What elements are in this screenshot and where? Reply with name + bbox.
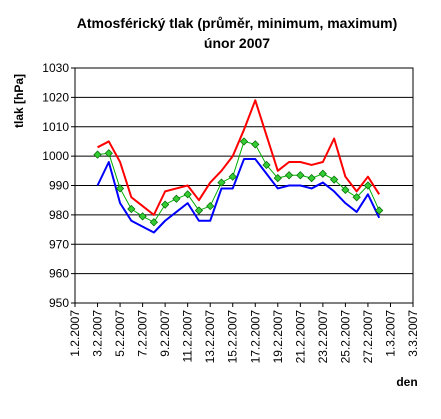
x-tick-label: 19.2.2007 <box>271 310 285 364</box>
y-tick-label: 1030 <box>42 61 69 75</box>
avg-point <box>161 200 170 209</box>
y-tick-label: 970 <box>49 237 69 251</box>
avg-point <box>239 137 249 146</box>
y-tick-label: 960 <box>49 267 69 281</box>
x-tick-label: 5.2.2007 <box>113 310 127 357</box>
series-line-max <box>97 99 381 216</box>
x-tick-label: 1.2.2007 <box>68 310 82 357</box>
avg-point <box>341 185 350 195</box>
x-tick-label: 17.2.2007 <box>248 310 262 364</box>
gridlines <box>75 96 413 275</box>
avg-point <box>363 181 373 190</box>
avg-point <box>194 206 204 215</box>
avg-point <box>375 206 384 215</box>
x-tick-label: 3.2.2007 <box>91 310 105 357</box>
x-tick-label: 23.2.2007 <box>316 310 330 364</box>
chart-title: Atmosférický tlak (průměr, minimum, maxi… <box>77 15 398 31</box>
avg-point <box>262 160 271 170</box>
avg-point <box>183 190 192 199</box>
x-tick-label: 7.2.2007 <box>136 310 150 357</box>
avg-point <box>206 201 215 211</box>
x-tick-label: 27.2.2007 <box>361 310 375 364</box>
avg-point <box>149 218 158 227</box>
avg-point <box>330 175 339 184</box>
avg-point <box>296 171 305 180</box>
x-tick-label: 9.2.2007 <box>158 310 172 357</box>
y-tick-label: 1000 <box>42 149 69 163</box>
x-axis: 1.2.2007 3.2.2007 5.2.2007 7.2.2007 9.2.2007… <box>68 303 420 363</box>
avg-point <box>284 171 294 180</box>
avg-point <box>127 204 136 214</box>
avg-point <box>273 174 282 183</box>
avg-point <box>352 193 361 202</box>
y-tick-label: 980 <box>49 208 69 222</box>
x-axis-title: den <box>396 375 417 389</box>
chart-subtitle: únor 2007 <box>204 35 270 51</box>
x-tick-label: 25.2.2007 <box>338 310 352 364</box>
avg-point <box>115 184 125 193</box>
avg-point <box>93 150 102 159</box>
avg-point <box>217 178 226 187</box>
y-tick-label: 1010 <box>42 120 69 134</box>
x-tick-label: 15.2.2007 <box>226 310 240 364</box>
y-tick-label: 1020 <box>42 90 69 104</box>
series-line-min <box>96 158 381 234</box>
avg-point <box>307 174 316 183</box>
x-tick-label: 3.3.2007 <box>406 310 420 357</box>
avg-point <box>251 140 260 149</box>
series-line-avg <box>97 140 380 223</box>
x-tick-label: 11.2.2007 <box>181 310 195 363</box>
avg-point <box>172 194 181 203</box>
y-tick-label: 990 <box>49 179 69 193</box>
y-axis-title: tlak [hPa] <box>12 74 26 128</box>
x-tick-label: 1.3.2007 <box>383 310 397 357</box>
y-tick-label: 950 <box>49 296 69 310</box>
avg-point <box>138 212 147 221</box>
avg-point <box>318 169 327 178</box>
y-axis: 950 960 970 980 990 1000 1010 1020 1030 <box>42 61 75 310</box>
series-group <box>93 99 384 234</box>
x-tick-label: 13.2.2007 <box>203 310 217 364</box>
x-tick-label: 21.2.2007 <box>293 310 307 364</box>
avg-point <box>104 149 113 158</box>
avg-point <box>228 172 237 181</box>
